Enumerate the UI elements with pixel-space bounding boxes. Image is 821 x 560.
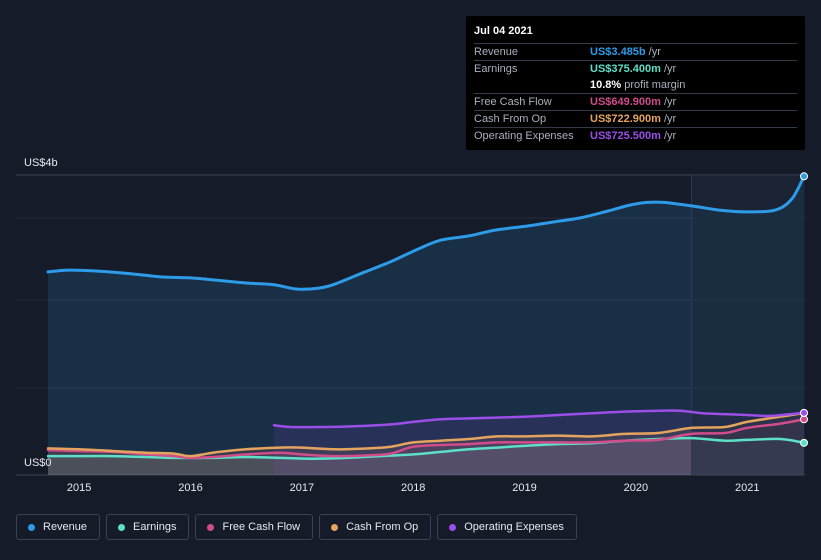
- tooltip-label: Operating Expenses: [474, 130, 574, 142]
- line-cash-from-op: [46, 411, 806, 458]
- tooltip-row-revenue: Revenue US$3.485b /yr: [474, 43, 797, 60]
- tooltip-value: US$725.500m: [590, 130, 661, 142]
- tooltip-unit: /yr: [663, 63, 677, 75]
- x-tick-label: 2018: [401, 482, 425, 494]
- tooltip-unit: /yr: [663, 96, 677, 108]
- line-earnings: [46, 436, 806, 460]
- legend-label: Cash From Op: [346, 521, 419, 533]
- tooltip-label: Revenue: [474, 46, 519, 58]
- tooltip-label: Cash From Op: [474, 113, 547, 125]
- tooltip-unit: /yr: [663, 130, 677, 142]
- y-axis-label-top: US$4b: [24, 157, 58, 169]
- tooltip-unit: profit margin: [624, 79, 686, 91]
- legend-label: Free Cash Flow: [222, 521, 301, 533]
- series-areas: [48, 176, 804, 476]
- legend-label: Earnings: [133, 521, 177, 533]
- end-marker-earnings: [800, 438, 808, 447]
- tooltip-value: US$3.485b: [590, 46, 646, 58]
- area-revenue: [48, 176, 804, 476]
- legend: Revenue Earnings Free Cash Flow Cash Fro…: [16, 514, 577, 540]
- tooltip-row-cfo: Cash From Op US$722.900m /yr: [474, 110, 797, 127]
- x-tick-label: 2016: [178, 482, 202, 494]
- tooltip-label: Earnings: [474, 63, 518, 75]
- tooltip-unit: /yr: [648, 46, 661, 58]
- area-free-cash-flow: [48, 419, 804, 475]
- line-revenue: [46, 174, 806, 291]
- series-lines: [46, 174, 806, 460]
- highlight-region: [691, 175, 805, 475]
- tooltip-row-opex: Operating Expenses US$725.500m /yr: [474, 127, 797, 144]
- line-free-cash-flow: [46, 418, 806, 460]
- hover-tooltip: Jul 04 2021 Revenue US$3.485b /yr Earnin…: [466, 16, 805, 150]
- tooltip-label: Free Cash Flow: [474, 96, 552, 108]
- series-end-markers: [800, 172, 808, 447]
- x-tick-label: 2019: [512, 482, 536, 494]
- tooltip-value: US$375.400m: [590, 63, 661, 75]
- area-earnings: [48, 438, 804, 475]
- chart: US$4b US$0 2015 2016 2017 2018 2019 2020 2021: [16, 157, 808, 494]
- area-cash-from-op: [48, 413, 804, 475]
- tooltip-date: Jul 04 2021: [474, 25, 533, 37]
- legend-dot-icon: [449, 523, 457, 531]
- tooltip-value: 10.8%: [590, 79, 622, 91]
- legend-dot-icon: [118, 523, 126, 531]
- grid: [16, 174, 805, 476]
- x-tick-label: 2020: [624, 482, 648, 494]
- end-marker-operating-expenses: [800, 408, 808, 417]
- tooltip-row-earnings: Earnings US$375.400m /yr: [474, 60, 797, 77]
- x-axis-ticks: 2015 2016 2017 2018 2019 2020 2021: [67, 482, 760, 494]
- x-tick-label: 2017: [290, 482, 314, 494]
- x-tick-label: 2015: [67, 482, 91, 494]
- x-tick-label: 2021: [735, 482, 759, 494]
- legend-label: Operating Expenses: [464, 521, 564, 533]
- y-axis-label-bottom: US$0: [24, 457, 52, 469]
- legend-dot-icon: [331, 523, 339, 531]
- legend-earnings[interactable]: Earnings: [106, 514, 190, 540]
- end-marker-revenue: [800, 172, 808, 181]
- legend-free-cash-flow[interactable]: Free Cash Flow: [195, 514, 314, 540]
- legend-revenue[interactable]: Revenue: [16, 514, 101, 540]
- legend-dot-icon: [207, 523, 215, 531]
- tooltip-value: US$649.900m: [590, 96, 661, 108]
- tooltip-value: US$722.900m: [590, 113, 661, 125]
- tooltip-unit: /yr: [663, 113, 677, 125]
- legend-dot-icon: [28, 523, 35, 531]
- line-operating-expenses: [272, 409, 806, 429]
- legend-label: Revenue: [43, 521, 88, 533]
- tooltip-row-fcf: Free Cash Flow US$649.900m /yr: [474, 93, 797, 110]
- legend-operating-expenses[interactable]: Operating Expenses: [437, 514, 577, 540]
- tooltip-label: [474, 77, 590, 93]
- tooltip-row-margin: 10.8% profit margin: [474, 77, 797, 93]
- legend-cash-from-op[interactable]: Cash From Op: [319, 514, 432, 540]
